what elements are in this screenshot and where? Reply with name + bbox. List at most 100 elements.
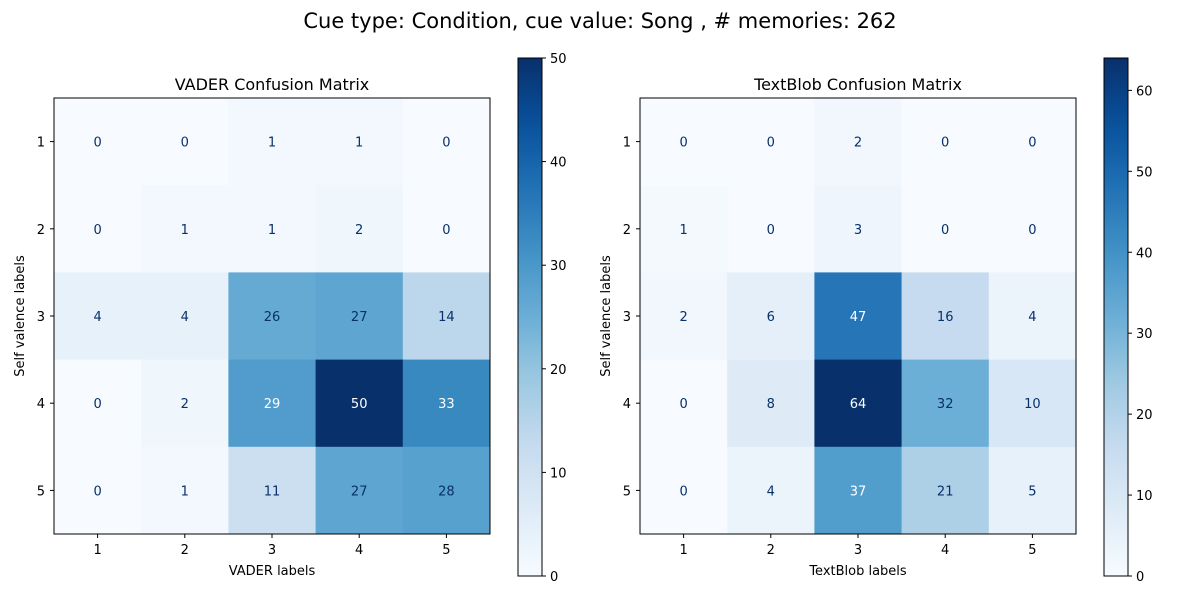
chart-title: TextBlob Confusion Matrix — [753, 75, 962, 94]
cell-value-label: 0 — [181, 136, 189, 151]
cell-value-label: 0 — [442, 223, 450, 238]
cell-value-label: 4 — [767, 484, 775, 499]
heatmap-cell — [54, 446, 142, 535]
cell-value-label: 0 — [679, 484, 687, 499]
x-tick-label: 3 — [268, 543, 276, 558]
colorbar-tick-label: 0 — [550, 570, 558, 585]
cell-value-label: 5 — [1028, 484, 1036, 499]
y-tick-label: 3 — [37, 310, 45, 325]
cell-value-label: 28 — [438, 484, 455, 499]
heatmap-cell — [727, 446, 815, 535]
cell-value-label: 0 — [679, 397, 687, 412]
cell-value-label: 50 — [351, 397, 368, 412]
x-tick-label: 1 — [93, 543, 101, 558]
cell-value-label: 14 — [438, 310, 455, 325]
colorbar-tick-label: 50 — [550, 52, 567, 67]
heatmap-cell — [402, 98, 491, 186]
cell-value-label: 2 — [854, 136, 862, 151]
heatmap-cell — [901, 446, 990, 535]
cell-value-label: 29 — [264, 397, 281, 412]
y-tick-label: 2 — [37, 223, 45, 238]
heatmap-cell — [54, 359, 142, 448]
y-tick-label: 5 — [37, 484, 45, 499]
heatmap-cell — [402, 272, 491, 361]
x-tick-label: 1 — [679, 543, 687, 558]
colorbar-tick-label: 20 — [1136, 408, 1153, 423]
x-tick-label: 2 — [181, 543, 189, 558]
heatmap-cell — [640, 185, 728, 273]
x-tick-label: 5 — [1028, 543, 1036, 558]
heatmap-cell — [228, 185, 317, 273]
x-tick-label: 3 — [854, 543, 862, 558]
heatmap-cell — [814, 98, 903, 186]
heatmap-cell — [141, 98, 229, 186]
heatmap-cell — [640, 359, 728, 448]
figure-suptitle: Cue type: Condition, cue value: Song , #… — [303, 9, 896, 33]
heatmap-cell — [727, 98, 815, 186]
heatmap-cell — [141, 446, 229, 535]
y-tick-label: 5 — [623, 484, 631, 499]
colorbar-tick-label: 10 — [1136, 489, 1153, 504]
cell-value-label: 27 — [351, 484, 368, 499]
heatmap-cell — [640, 446, 728, 535]
heatmap-panel-1: 0 0 1 1 00 1 1 2 04 4 26 27 140 2 29 50 330 1 11 27 281 2 3 4 51… — [13, 52, 567, 585]
heatmap-cell — [901, 185, 990, 273]
y-tick-label: 1 — [623, 136, 631, 151]
cell-value-label: 1 — [355, 136, 363, 151]
y-tick-label: 1 — [37, 136, 45, 151]
heatmap-cell — [141, 272, 229, 361]
cell-value-label: 16 — [937, 310, 954, 325]
cell-value-label: 26 — [264, 310, 281, 325]
cell-value-label: 3 — [854, 223, 862, 238]
cell-value-label: 11 — [264, 484, 281, 499]
cell-value-label: 1 — [679, 223, 687, 238]
cell-value-label: 8 — [767, 397, 775, 412]
cell-value-label: 0 — [93, 484, 101, 499]
y-tick-label: 4 — [37, 397, 45, 412]
y-tick-label: 3 — [623, 310, 631, 325]
heatmap-cell — [228, 446, 317, 535]
y-tick-label: 2 — [623, 223, 631, 238]
heatmap-cell — [315, 185, 404, 273]
heatmap-cell — [402, 446, 491, 535]
cell-value-label: 4 — [181, 310, 189, 325]
cell-value-label: 37 — [850, 484, 867, 499]
heatmap-cell — [988, 359, 1077, 448]
cell-value-label: 0 — [767, 223, 775, 238]
cell-value-label: 64 — [850, 397, 867, 412]
heatmap-cell — [141, 185, 229, 273]
colorbar-tick-label: 30 — [1136, 327, 1153, 342]
cell-value-label: 0 — [93, 397, 101, 412]
heatmap-cell — [988, 185, 1077, 273]
heatmap-cell — [814, 446, 903, 535]
heatmap-cell — [988, 272, 1077, 361]
cell-value-label: 0 — [679, 136, 687, 151]
x-axis-label: TextBlob labels — [808, 564, 907, 579]
colorbar-tick-label: 10 — [550, 466, 567, 481]
colorbar-tick-label: 40 — [550, 156, 567, 171]
colorbar-tick-label: 50 — [1136, 165, 1153, 180]
heatmap-cell — [988, 446, 1077, 535]
heatmap-cell — [988, 98, 1077, 186]
heatmap-cell — [727, 185, 815, 273]
cell-value-label: 0 — [1028, 136, 1036, 151]
colorbar-tick-label: 60 — [1136, 84, 1153, 99]
cell-value-label: 4 — [93, 310, 101, 325]
heatmap-cell — [901, 98, 990, 186]
cell-value-label: 1 — [181, 223, 189, 238]
heatmap-cell — [814, 185, 903, 273]
cell-value-label: 2 — [181, 397, 189, 412]
y-axis-label: Self valence labels — [599, 255, 614, 377]
cell-value-label: 1 — [268, 223, 276, 238]
cell-value-label: 47 — [850, 310, 867, 325]
heatmap-cell — [402, 359, 491, 448]
chart-panels: 0 0 1 1 00 1 1 2 04 4 26 27 140 2 29 50 330 1 11 27 281 2 3 4 51… — [13, 52, 1153, 585]
colorbar — [1103, 57, 1129, 577]
heatmap-cell — [402, 185, 491, 273]
y-axis-label: Self valence labels — [13, 255, 28, 377]
heatmap-cell — [54, 185, 142, 273]
heatmap-cell — [54, 272, 142, 361]
colorbar-tick-label: 20 — [550, 363, 567, 378]
heatmap-cell — [727, 272, 815, 361]
